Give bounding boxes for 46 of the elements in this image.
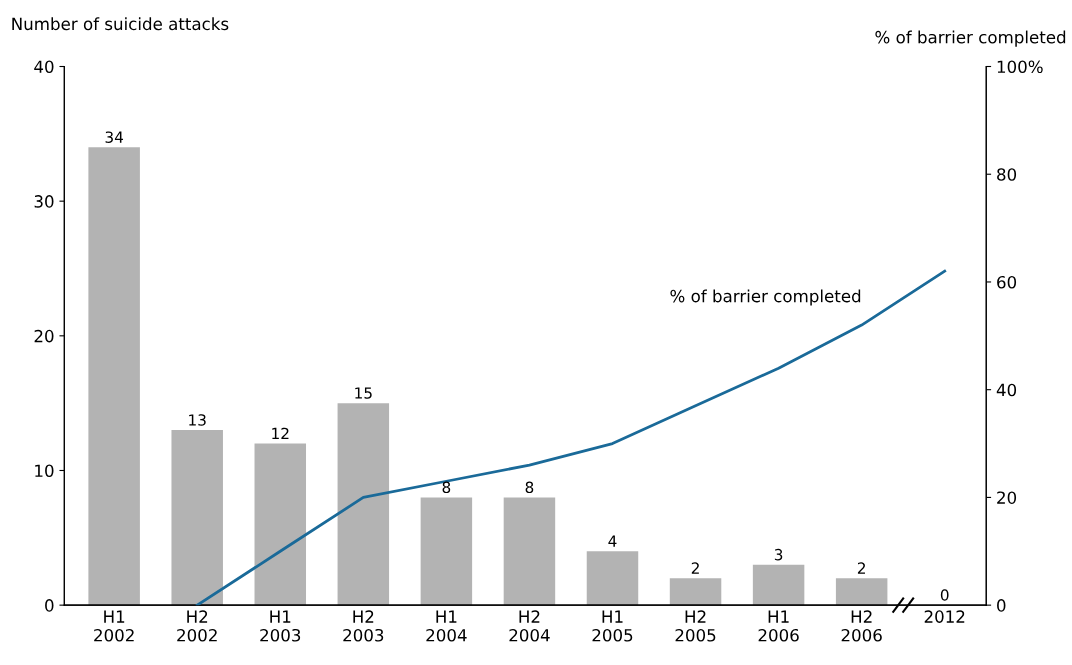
x-tick-label: H2 2002 [177, 610, 217, 642]
y-tick-label: 40 [34, 60, 54, 74]
x-tick-label: H1 2005 [592, 610, 633, 642]
data-label: 2 [691, 562, 699, 574]
bar [88, 147, 140, 606]
data-label: 34 [105, 131, 124, 143]
x-tick-label: H1 2006 [758, 610, 799, 642]
y2-tick-label: 60 [997, 275, 1017, 289]
bar [503, 497, 556, 606]
data-label: 13 [189, 414, 206, 426]
x-tick-label: H1 2002 [94, 610, 134, 642]
x-tick-label: 2012 [924, 610, 965, 623]
data-label: 2 [857, 562, 865, 574]
bar [254, 443, 307, 606]
y2-tick-label: 40 [996, 383, 1017, 397]
y2-tick-label: 100% [997, 60, 1043, 74]
data-label: 4 [608, 535, 617, 547]
data-label: 15 [355, 387, 372, 399]
bar [669, 578, 722, 606]
y-tick-label: 0 [45, 599, 54, 612]
bar [337, 403, 390, 606]
x-tick-label: H1 2003 [260, 610, 301, 642]
y-axis-title: Number of suicide attacks [12, 17, 229, 31]
y2-axis-title: % of barrier completed [875, 30, 1066, 47]
x-tick-label: H1 2004 [426, 610, 467, 642]
y-tick-label: 10 [35, 464, 54, 478]
y-tick-label: 20 [34, 329, 54, 343]
y-tick-label: 30 [34, 195, 54, 208]
bar [586, 551, 639, 606]
x-tick-label: H2 2005 [675, 610, 716, 642]
data-label: 3 [774, 548, 783, 561]
x-tick-label: H2 2003 [343, 610, 384, 642]
bar [835, 578, 888, 606]
data-label: 8 [525, 481, 534, 494]
bar [752, 564, 805, 606]
bar [420, 497, 473, 606]
y2-tick-label: 0 [997, 599, 1006, 612]
x-tick-label: H2 2006 [841, 610, 882, 642]
bar [171, 430, 223, 606]
y2-tick-label: 80 [997, 168, 1017, 181]
data-label: 8 [442, 481, 451, 494]
data-label: 0 [940, 589, 949, 601]
y2-tick-label: 20 [997, 491, 1017, 504]
data-label: 12 [272, 427, 289, 439]
series-label: % of barrier completed [670, 289, 861, 306]
x-tick-label: H2 2004 [509, 610, 550, 642]
